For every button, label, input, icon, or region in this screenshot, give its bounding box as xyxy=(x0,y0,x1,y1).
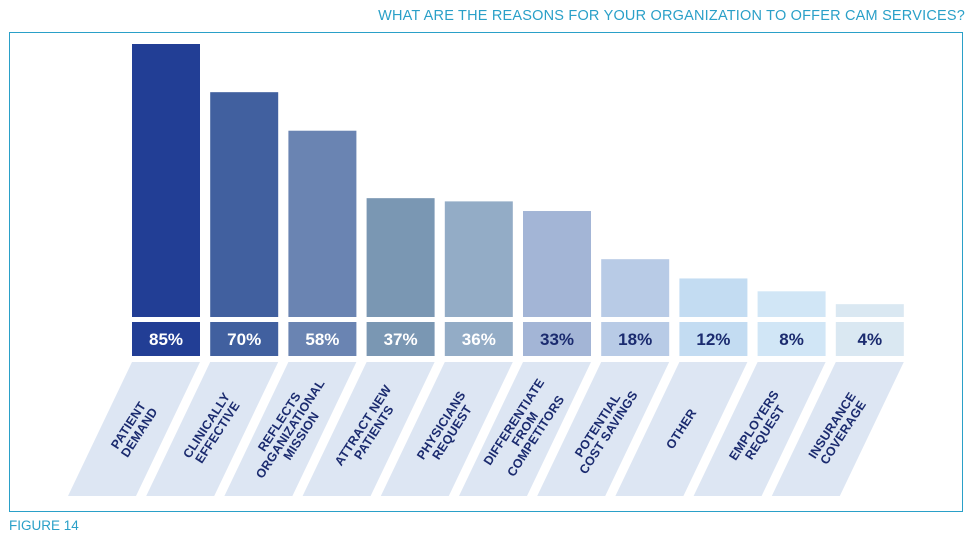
value-label: 85% xyxy=(149,330,183,349)
value-label: 70% xyxy=(227,330,261,349)
value-label: 58% xyxy=(305,330,339,349)
value-label: 37% xyxy=(384,330,418,349)
value-label-box xyxy=(444,322,513,356)
category-label-bg xyxy=(459,362,591,496)
bar xyxy=(210,92,279,317)
value-label: 4% xyxy=(858,330,883,349)
bar xyxy=(601,259,670,317)
figure-label: FIGURE 14 xyxy=(9,518,79,533)
value-label-box xyxy=(679,322,748,356)
category-label-bg xyxy=(302,362,435,496)
category-label-bg xyxy=(380,362,513,496)
bar xyxy=(835,304,904,317)
category-label-bg xyxy=(537,362,670,496)
value-label-box xyxy=(835,322,904,356)
bar xyxy=(366,198,435,317)
value-label-box xyxy=(366,322,435,356)
value-label-box xyxy=(132,322,200,356)
chart-frame xyxy=(9,32,963,512)
bar xyxy=(757,291,826,317)
category-label-bg xyxy=(693,362,826,496)
value-label: 8% xyxy=(779,330,804,349)
value-label: 12% xyxy=(696,330,730,349)
chart-title: WHAT ARE THE REASONS FOR YOUR ORGANIZATI… xyxy=(378,8,965,24)
bar xyxy=(132,44,200,317)
value-label-box xyxy=(757,322,826,356)
value-label: 33% xyxy=(540,330,574,349)
bar xyxy=(288,130,357,317)
bar xyxy=(444,201,513,317)
value-label: 18% xyxy=(618,330,652,349)
value-label-box xyxy=(601,322,670,356)
value-label: 36% xyxy=(462,330,496,349)
value-label-box xyxy=(523,322,591,356)
value-label-box xyxy=(288,322,357,356)
category-label-bg xyxy=(68,362,200,496)
category-label-bg xyxy=(771,362,904,496)
category-label-bg xyxy=(146,362,279,496)
category-label-bg xyxy=(615,362,748,496)
value-label-box xyxy=(210,322,279,356)
bar xyxy=(523,211,591,317)
category-label-bg xyxy=(224,362,357,496)
bar xyxy=(679,278,748,317)
